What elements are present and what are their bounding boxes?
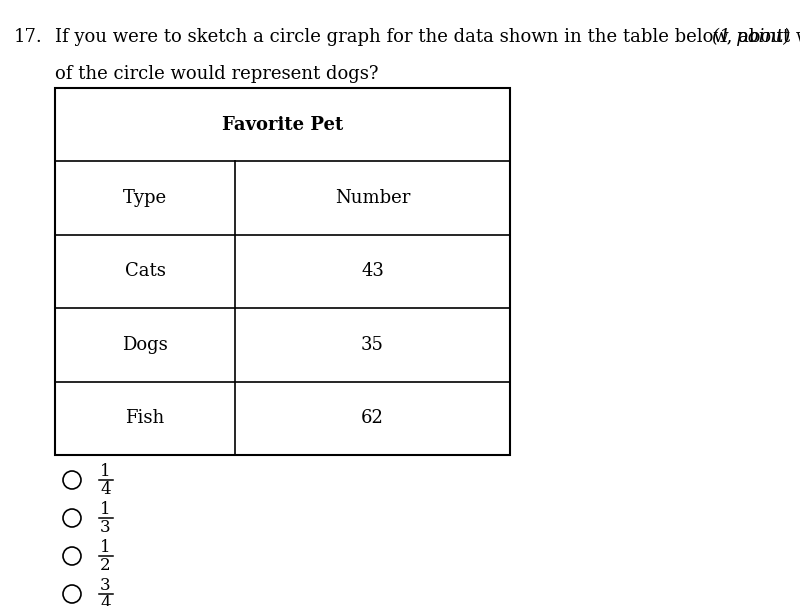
Text: 3: 3 xyxy=(100,519,110,536)
Text: (1 point): (1 point) xyxy=(712,28,790,46)
Text: 1: 1 xyxy=(100,462,110,479)
Text: 43: 43 xyxy=(361,262,384,281)
Text: 1: 1 xyxy=(100,539,110,556)
Circle shape xyxy=(63,585,81,603)
Text: 1: 1 xyxy=(100,501,110,518)
Text: Dogs: Dogs xyxy=(122,336,168,354)
Text: Number: Number xyxy=(335,189,410,207)
Text: If you were to sketch a circle graph for the data shown in the table below, abou: If you were to sketch a circle graph for… xyxy=(55,28,800,46)
Text: 4: 4 xyxy=(100,481,110,498)
Text: 3: 3 xyxy=(100,576,110,593)
Circle shape xyxy=(63,547,81,565)
Circle shape xyxy=(63,509,81,527)
Text: 4: 4 xyxy=(100,594,110,606)
Text: 62: 62 xyxy=(361,409,384,427)
Circle shape xyxy=(63,471,81,489)
Text: 35: 35 xyxy=(361,336,384,354)
Text: Fish: Fish xyxy=(126,409,165,427)
Text: of the circle would represent dogs?: of the circle would represent dogs? xyxy=(55,65,378,83)
Text: Cats: Cats xyxy=(125,262,166,281)
Text: 2: 2 xyxy=(100,556,110,573)
Text: Type: Type xyxy=(123,189,167,207)
Bar xyxy=(55,88,510,455)
Text: Favorite Pet: Favorite Pet xyxy=(222,116,343,134)
Text: 17.: 17. xyxy=(14,28,42,46)
